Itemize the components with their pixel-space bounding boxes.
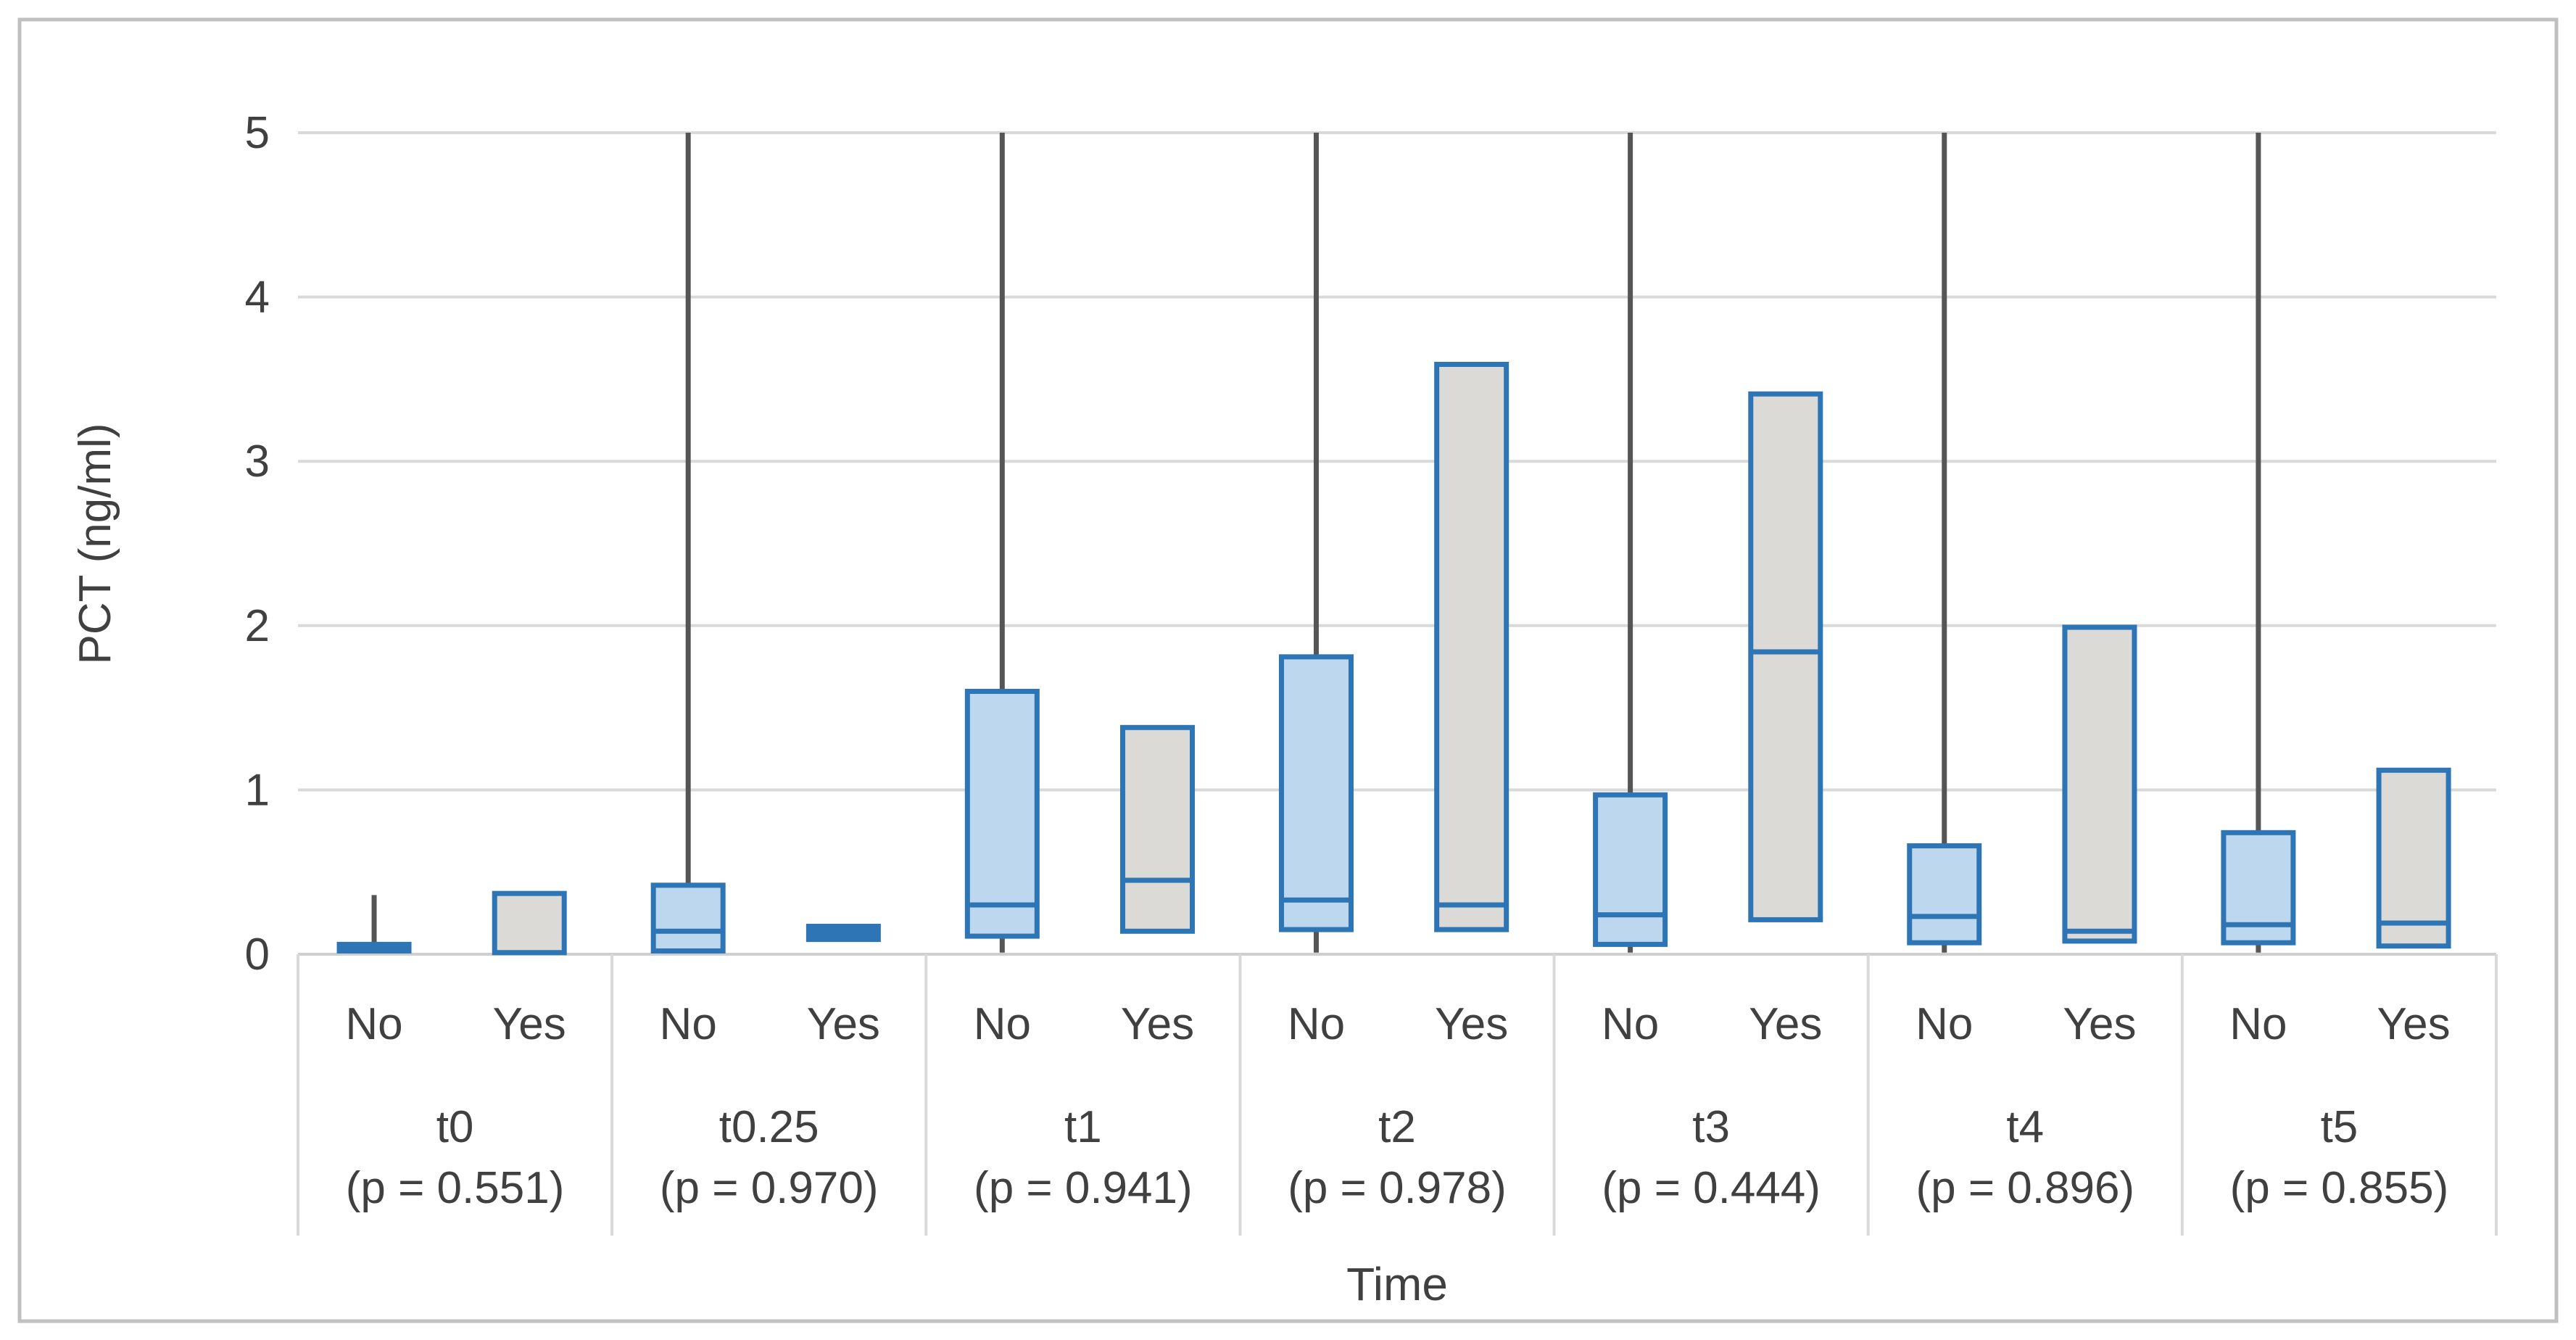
box-t3-No: [1593, 792, 1668, 947]
box-t2-No: [1278, 654, 1354, 932]
x-tick-label-yes-t1: Yes: [1121, 999, 1194, 1049]
y-tick-label: 0: [245, 930, 270, 980]
box-t1-Yes: [1120, 724, 1196, 934]
box-t0-Yes: [492, 890, 567, 956]
box-t0.25-Yes: [805, 923, 881, 943]
x-tick-label-no-t4: No: [1916, 999, 1973, 1049]
y-tick-label: 1: [245, 765, 270, 815]
x-tick-label-no-t1: No: [974, 999, 1031, 1049]
x-tick-label-no-t3: No: [1602, 999, 1659, 1049]
box-t5-Yes: [2376, 767, 2451, 949]
x-tick-label-yes-t0: Yes: [493, 999, 566, 1049]
group-label-t5: t5: [2321, 1102, 2358, 1152]
group-label-t3: t3: [1692, 1102, 1730, 1152]
y-tick-label: 2: [245, 601, 270, 651]
x-tick-label-yes-t5: Yes: [2377, 999, 2451, 1049]
x-tick-label-no-t0.25: No: [660, 999, 717, 1049]
box-t0.25-No: [650, 882, 726, 954]
x-tick-label-no-t2: No: [1288, 999, 1345, 1049]
group-pvalue-t0.25: (p = 0.970): [660, 1163, 879, 1213]
group-pvalue-t1: (p = 0.941): [974, 1163, 1193, 1213]
box-t0-No: [336, 941, 412, 954]
x-tick-label-yes-t2: Yes: [1435, 999, 1508, 1049]
group-label-t1: t1: [1064, 1102, 1102, 1152]
y-tick-label: 5: [245, 108, 270, 158]
x-tick-label-no-t0: No: [345, 999, 402, 1049]
x-tick-label-no-t5: No: [2229, 999, 2287, 1049]
boxes-layer: [336, 362, 2451, 956]
box-t4-No: [1907, 843, 1982, 946]
x-tick-label-yes-t4: Yes: [2063, 999, 2136, 1049]
category-dividers-layer: [297, 954, 2498, 1236]
box-t4-Yes: [2062, 624, 2137, 944]
box-t2-Yes: [1434, 362, 1509, 932]
x-tick-label-yes-t0.25: Yes: [807, 999, 880, 1049]
x-axis-title: Time: [1346, 1258, 1448, 1310]
whiskers-layer: [371, 133, 2261, 953]
axis-labels-layer: 0 1 2 3 4 5 No Yes t0 (p = 0.551) No Yes t0.25 (p = 0…: [245, 108, 2451, 1213]
box-t3-Yes: [1748, 391, 1823, 922]
group-pvalue-t0: (p = 0.551): [346, 1163, 565, 1213]
y-axis-title: PCT (ng/ml): [70, 423, 120, 664]
x-tick-label-yes-t3: Yes: [1749, 999, 1822, 1049]
group-label-t2: t2: [1378, 1102, 1416, 1152]
y-tick-label: 3: [245, 437, 270, 487]
group-pvalue-t3: (p = 0.444): [1602, 1163, 1821, 1213]
group-label-t4: t4: [2006, 1102, 2044, 1152]
group-pvalue-t4: (p = 0.896): [1916, 1163, 2134, 1213]
group-label-t0: t0: [436, 1102, 474, 1152]
y-tick-label: 4: [245, 273, 270, 323]
group-pvalue-t5: (p = 0.855): [2230, 1163, 2449, 1213]
box-t1-No: [964, 688, 1040, 939]
group-label-t0.25: t0.25: [719, 1102, 819, 1152]
group-pvalue-t2: (p = 0.978): [1288, 1163, 1507, 1213]
